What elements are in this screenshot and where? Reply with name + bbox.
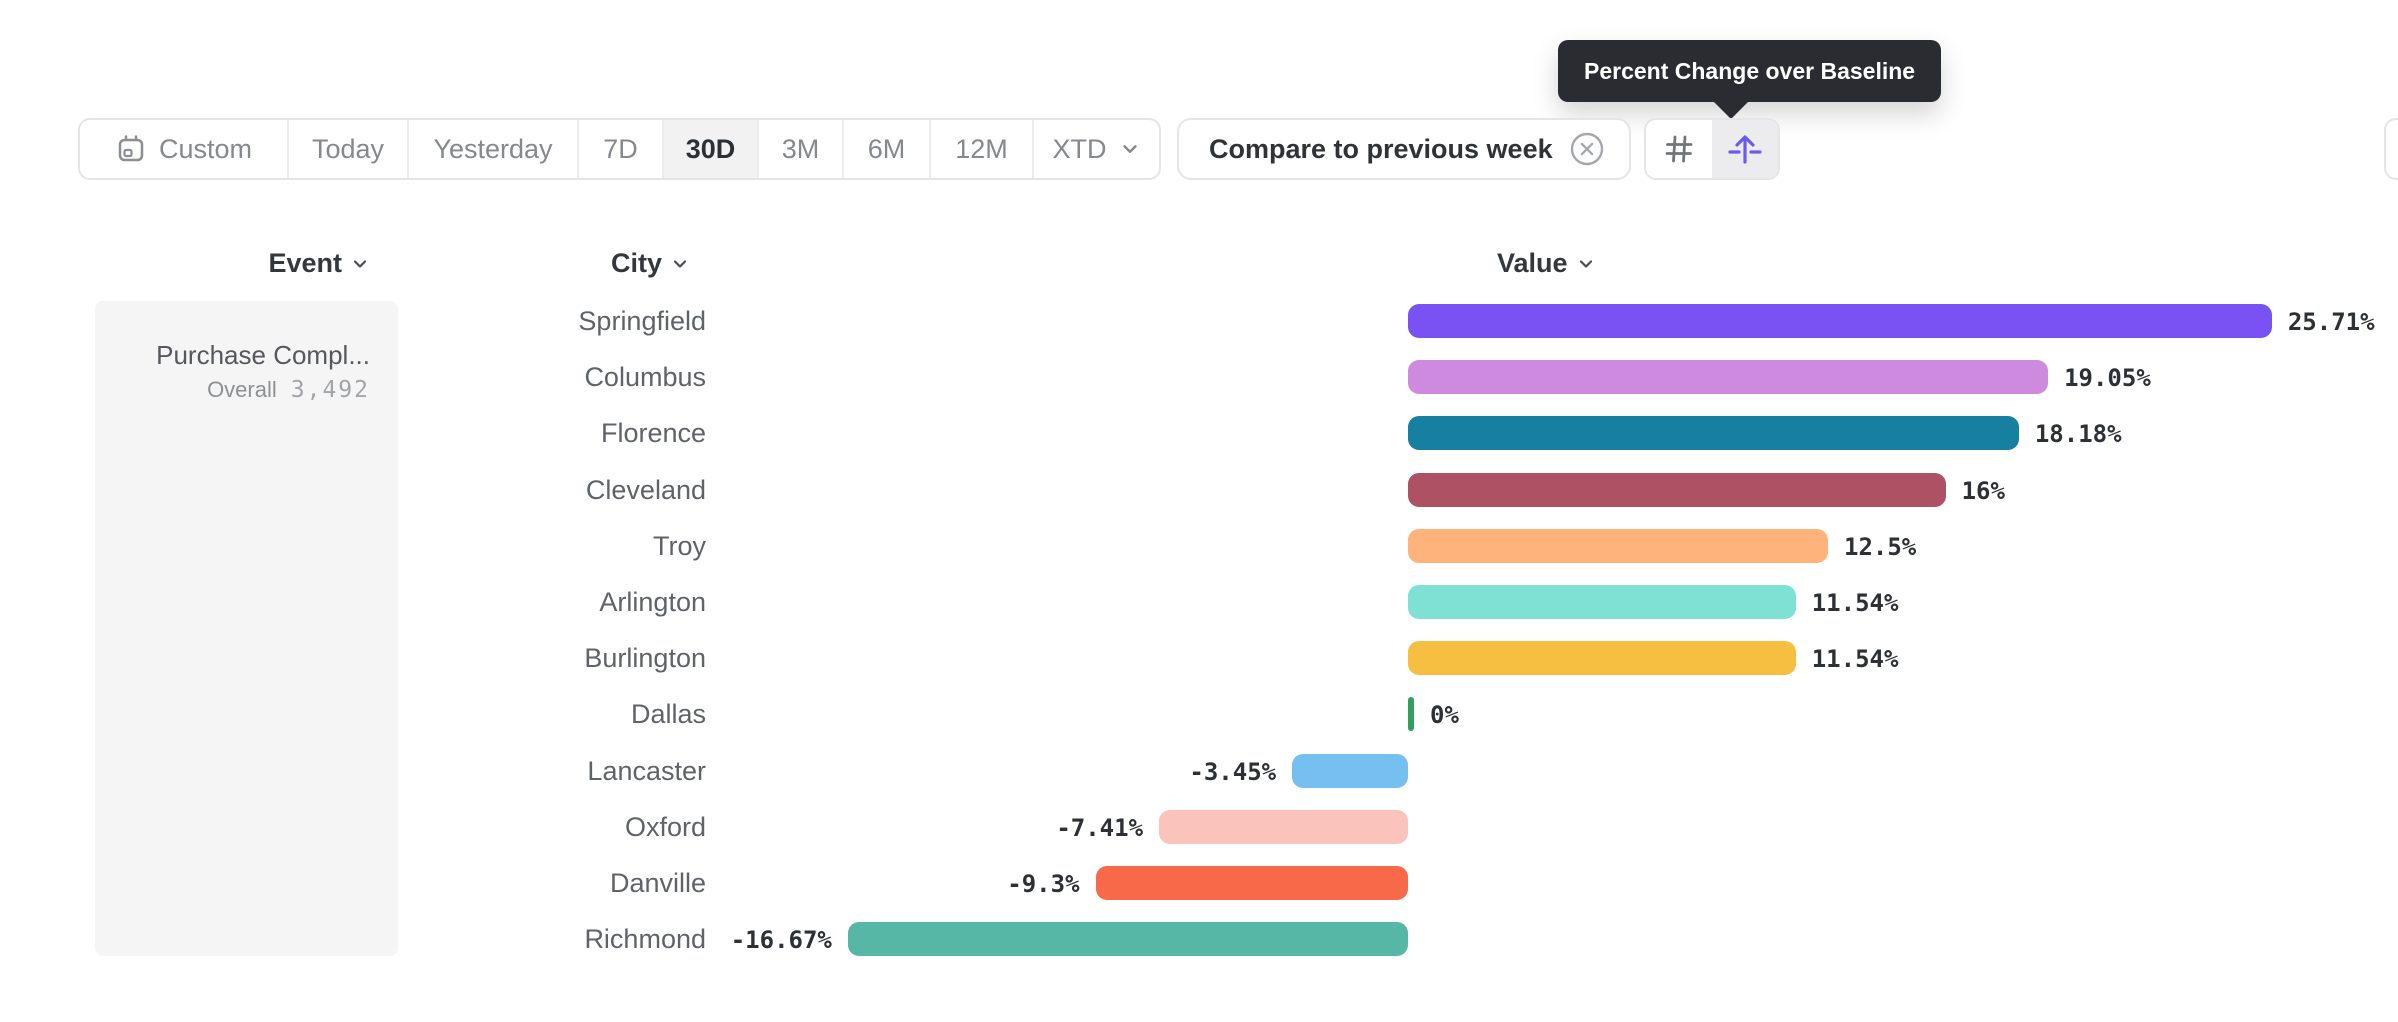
city-label-cleveland: Cleveland bbox=[585, 474, 706, 505]
chevron-down-icon bbox=[1579, 259, 1592, 268]
city-label-springfield: Springfield bbox=[578, 306, 706, 336]
date-range-group: Custom Today Yesterday 7D 30D 3M 6M 12M XTD bbox=[78, 118, 1161, 180]
value-label-columbus: 19.05% bbox=[2064, 364, 2151, 393]
date-range-label: 30D bbox=[685, 133, 736, 164]
city-label-richmond: Richmond bbox=[584, 924, 706, 955]
column-header-value-label: Value bbox=[1497, 248, 1568, 278]
value-label-cleveland: 16% bbox=[1961, 476, 2005, 505]
value-label-arlington: 11.54% bbox=[1811, 589, 1899, 617]
city-label-dallas: Dallas bbox=[630, 699, 706, 730]
grid-view-button[interactable] bbox=[1646, 120, 1712, 178]
value-bar-troy[interactable] bbox=[1408, 528, 1828, 563]
value-bar-oxford[interactable] bbox=[1159, 809, 1408, 844]
city-label-oxford: Oxford bbox=[624, 811, 706, 842]
compare-chip-label: Compare to previous week bbox=[1209, 133, 1553, 164]
date-range-label: 3M bbox=[781, 133, 820, 164]
value-bar-richmond[interactable] bbox=[847, 922, 1408, 957]
compare-chip[interactable]: Compare to previous week bbox=[1177, 118, 1631, 180]
chevron-down-icon bbox=[353, 259, 367, 268]
value-label-lancaster: -3.45% bbox=[1189, 757, 1277, 786]
value-label-troy: 12.5% bbox=[1844, 532, 1917, 561]
value-label-burlington: 11.54% bbox=[1811, 645, 1899, 674]
value-bar-florence[interactable] bbox=[1408, 416, 2019, 451]
event-panel[interactable]: Purchase Compl... Overall 3,492 bbox=[95, 301, 398, 956]
clipped-button-group[interactable] bbox=[2384, 118, 2398, 180]
city-label-florence: Florence bbox=[600, 418, 706, 449]
city-label-troy: Troy bbox=[653, 530, 706, 561]
event-metric-label: Overall bbox=[207, 377, 277, 402]
city-label-arlington: Arlington bbox=[599, 587, 706, 617]
event-metric-value: 3,492 bbox=[290, 377, 370, 403]
date-range-label: Yesterday bbox=[433, 133, 553, 164]
value-bar-cleveland[interactable] bbox=[1408, 472, 1946, 507]
value-label-oxford: -7.41% bbox=[1056, 813, 1144, 842]
date-range-label: Today bbox=[311, 133, 385, 164]
chevron-down-icon bbox=[1119, 138, 1141, 160]
city-label-lancaster: Lancaster bbox=[587, 755, 706, 786]
grid-icon bbox=[1662, 132, 1696, 166]
date-range-label: Custom bbox=[158, 133, 253, 164]
date-range-label: 12M bbox=[955, 133, 1008, 164]
date-range-7d[interactable]: 7D bbox=[579, 120, 664, 178]
value-bar-columbus[interactable] bbox=[1408, 360, 2049, 395]
date-range-3m[interactable]: 3M bbox=[759, 120, 844, 178]
event-metric: Overall 3,492 bbox=[156, 373, 370, 407]
circle-x-icon[interactable] bbox=[1569, 131, 1605, 167]
value-bar-burlington[interactable] bbox=[1408, 641, 1796, 676]
date-range-yesterday[interactable]: Yesterday bbox=[409, 120, 579, 178]
tooltip: Percent Change over Baseline bbox=[1558, 40, 1942, 102]
value-bar-springfield[interactable] bbox=[1408, 304, 2272, 338]
value-bar-danville[interactable] bbox=[1095, 866, 1408, 900]
view-toggle-group bbox=[1644, 118, 1780, 180]
column-header-event-label: Event bbox=[268, 248, 342, 278]
calendar-icon bbox=[115, 133, 147, 165]
baseline-view-button[interactable] bbox=[1712, 120, 1778, 178]
value-label-florence: 18.18% bbox=[2034, 420, 2122, 449]
chevron-down-icon bbox=[673, 259, 687, 268]
baseline-arrow-icon bbox=[1726, 130, 1764, 168]
date-range-30d[interactable]: 30D bbox=[664, 120, 759, 178]
value-label-dallas: 0% bbox=[1430, 701, 1459, 730]
date-range-label: XTD bbox=[1052, 133, 1107, 164]
value-bar-arlington[interactable] bbox=[1408, 585, 1796, 619]
value-bar-dallas[interactable] bbox=[1408, 697, 1414, 732]
column-header-city[interactable]: City bbox=[470, 248, 690, 279]
date-range-custom[interactable]: Custom bbox=[80, 120, 289, 178]
value-label-danville: -9.3% bbox=[1007, 870, 1080, 898]
date-range-6m[interactable]: 6M bbox=[844, 120, 931, 178]
date-range-label: 7D bbox=[603, 133, 638, 164]
value-label-richmond: -16.67% bbox=[730, 926, 832, 955]
date-range-today[interactable]: Today bbox=[289, 120, 409, 178]
value-bar-lancaster[interactable] bbox=[1292, 753, 1408, 788]
date-range-12m[interactable]: 12M bbox=[931, 120, 1034, 178]
event-name: Purchase Compl... bbox=[156, 340, 370, 370]
date-range-xtd[interactable]: XTD bbox=[1034, 120, 1159, 178]
city-label-burlington: Burlington bbox=[584, 643, 706, 674]
tooltip-arrow bbox=[1712, 100, 1750, 119]
city-label-danville: Danville bbox=[609, 868, 706, 898]
column-header-city-label: City bbox=[610, 248, 662, 278]
date-range-label: 6M bbox=[867, 133, 906, 164]
column-header-value[interactable]: Value bbox=[1497, 248, 1596, 279]
column-header-event[interactable]: Event bbox=[95, 248, 370, 279]
value-label-springfield: 25.71% bbox=[2287, 308, 2375, 336]
city-label-columbus: Columbus bbox=[584, 362, 706, 393]
